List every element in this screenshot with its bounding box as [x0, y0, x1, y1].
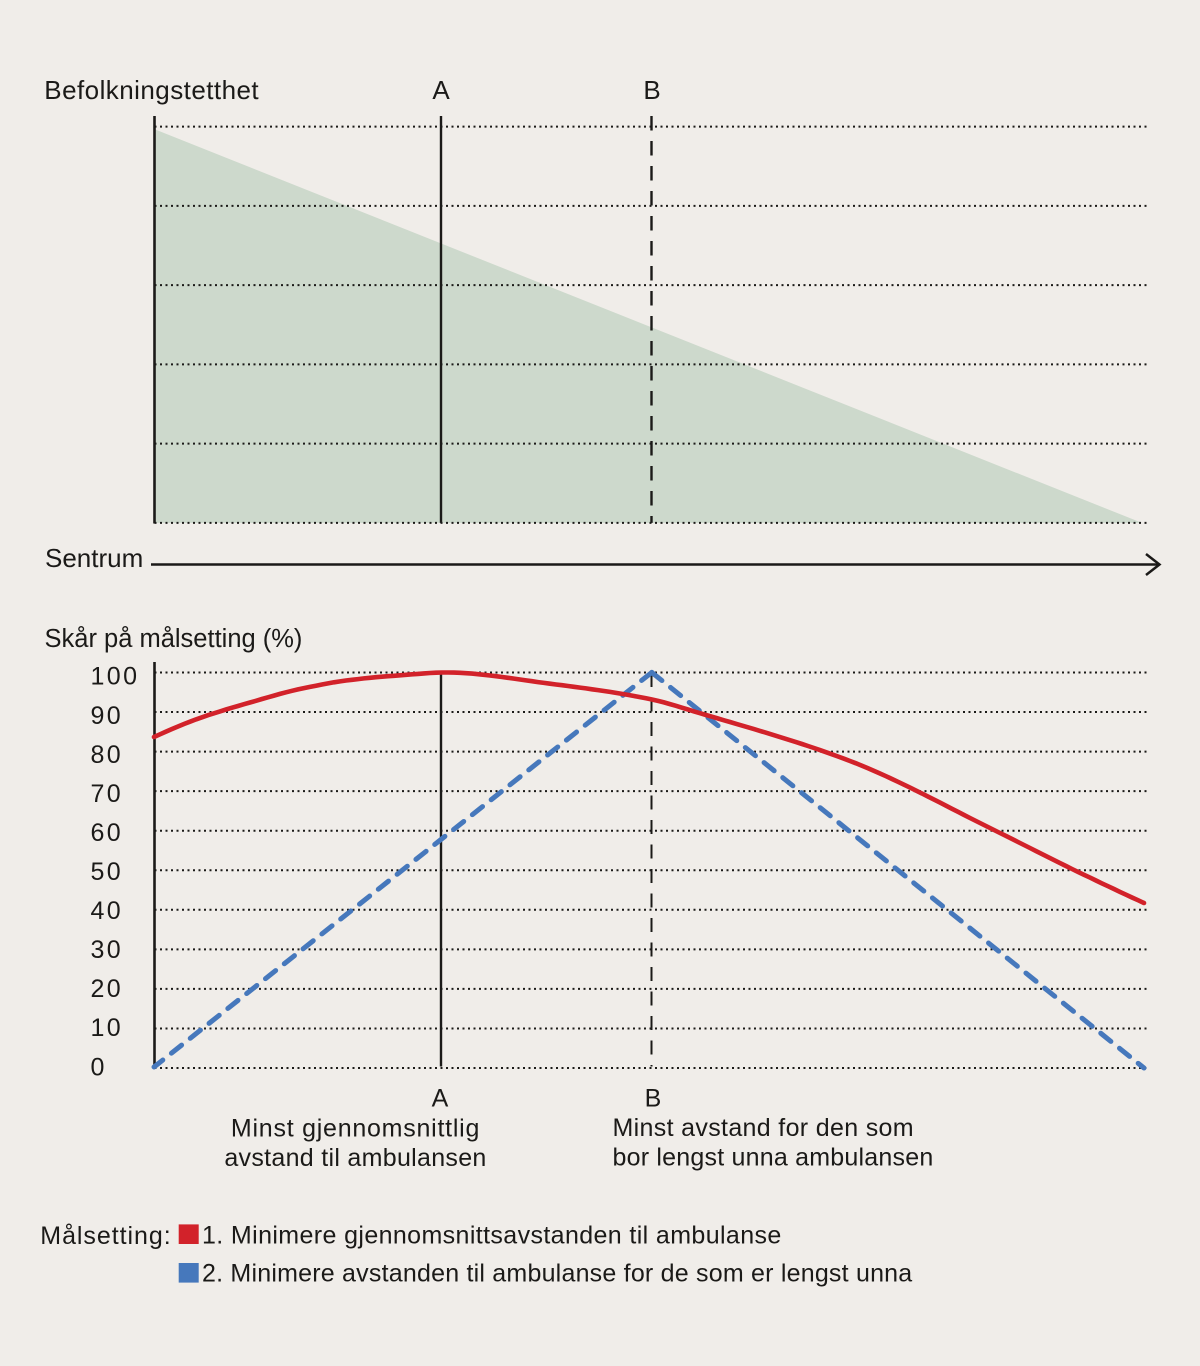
svg-text:A: A — [432, 75, 450, 105]
svg-text:70: 70 — [91, 780, 124, 808]
svg-text:Sentrum: Sentrum — [45, 543, 143, 573]
svg-text:Skår på målsetting (%): Skår på målsetting (%) — [45, 625, 303, 653]
svg-text:Minst avstand for den som: Minst avstand for den som — [613, 1114, 914, 1142]
svg-text:bor lengst unna ambulansen: bor lengst unna ambulansen — [613, 1143, 934, 1171]
svg-text:A: A — [432, 1085, 449, 1113]
svg-text:80: 80 — [91, 741, 124, 769]
svg-text:Befolkningstetthet: Befolkningstetthet — [44, 75, 259, 105]
svg-text:0: 0 — [91, 1053, 107, 1081]
svg-text:40: 40 — [91, 897, 124, 925]
svg-text:avstand til ambulansen: avstand til ambulansen — [224, 1144, 486, 1172]
svg-text:10: 10 — [91, 1014, 124, 1042]
svg-text:2. Minimere avstanden til ambu: 2. Minimere avstanden til ambulanse for … — [202, 1260, 912, 1288]
svg-text:60: 60 — [91, 819, 124, 847]
svg-text:Minst gjennomsnittlig: Minst gjennomsnittlig — [231, 1115, 480, 1143]
svg-text:B: B — [645, 1085, 662, 1113]
svg-text:20: 20 — [91, 975, 124, 1003]
svg-text:B: B — [643, 75, 660, 105]
svg-text:50: 50 — [91, 858, 124, 886]
svg-text:Målsetting:: Målsetting: — [40, 1222, 171, 1250]
svg-text:100: 100 — [91, 663, 140, 691]
svg-text:1. Minimere gjennomsnittsavsta: 1. Minimere gjennomsnittsavstanden til a… — [202, 1222, 782, 1250]
svg-text:90: 90 — [91, 702, 124, 730]
svg-text:30: 30 — [91, 936, 124, 964]
